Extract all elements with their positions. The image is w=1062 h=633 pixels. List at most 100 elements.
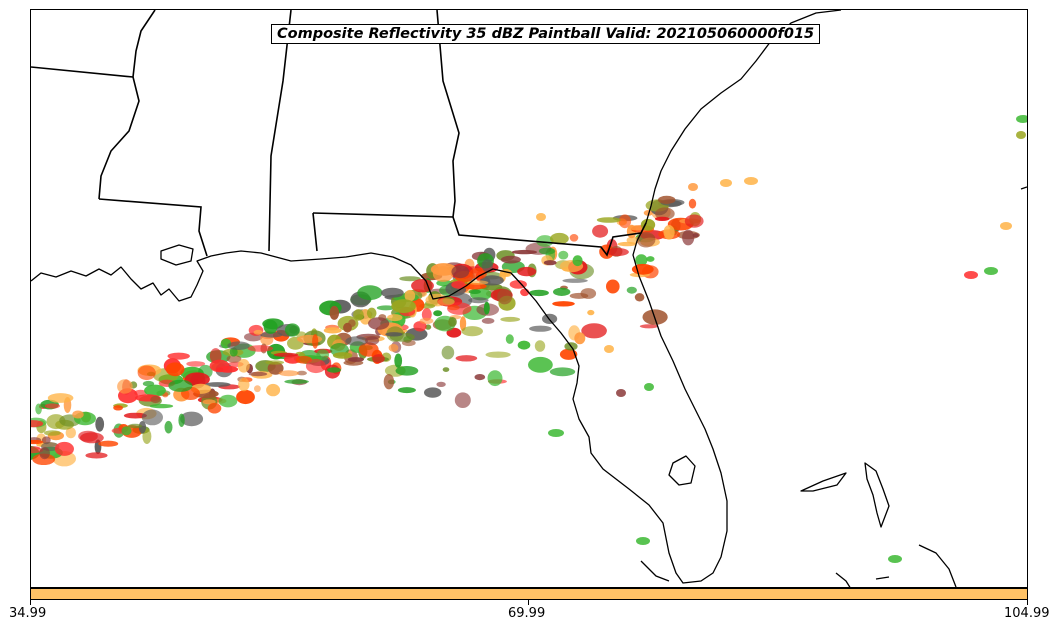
reflectivity-blob: [357, 285, 383, 301]
reflectivity-blob: [441, 345, 455, 360]
reflectivity-blob: [236, 389, 255, 405]
reflectivity-blob: [634, 293, 645, 302]
reflectivity-blob: [984, 267, 998, 275]
reflectivity-blob: [312, 334, 319, 349]
reflectivity-blob: [720, 179, 732, 187]
reflectivity-blob: [684, 214, 704, 228]
reflectivity-blob: [265, 360, 285, 365]
reflectivity-blob: [1016, 131, 1026, 139]
reflectivity-blob: [419, 317, 434, 325]
reflectivity-blob: [432, 266, 454, 282]
reflectivity-blob: [421, 308, 432, 321]
reflectivity-blob: [327, 367, 341, 373]
reflectivity-blob: [487, 370, 503, 387]
reflectivity-blob: [226, 355, 242, 363]
reflectivity-blob: [383, 374, 395, 390]
reflectivity-blob: [113, 405, 123, 411]
reflectivity-blob: [635, 254, 648, 266]
reflectivity-blob: [631, 263, 654, 275]
reflectivity-blob: [455, 355, 478, 362]
reflectivity-blob: [343, 322, 352, 333]
colorbar: [30, 588, 1028, 600]
reflectivity-blob: [121, 426, 132, 436]
reflectivity-blob: [1000, 222, 1012, 230]
reflectivity-blob: [404, 289, 416, 302]
reflectivity-blob: [550, 232, 569, 245]
reflectivity-blob: [397, 387, 416, 394]
reflectivity-blob: [31, 439, 44, 445]
reflectivity-blob: [461, 326, 484, 337]
reflectivity-blob: [500, 316, 521, 322]
reflectivity-blob: [538, 247, 556, 255]
reflectivity-blob: [688, 183, 698, 191]
reflectivity-blob: [481, 317, 495, 324]
reflectivity-blob: [44, 403, 61, 409]
reflectivity-blob: [388, 344, 399, 352]
reflectivity-blob: [474, 374, 486, 381]
reflectivity-blob: [237, 359, 250, 373]
reflectivity-blob: [558, 250, 569, 260]
colorbar-tick-label-mid: 69.99: [508, 606, 546, 621]
coastline-map: [31, 10, 1027, 587]
reflectivity-blob: [451, 280, 466, 289]
reflectivity-blob: [284, 323, 300, 337]
reflectivity-blob: [164, 420, 173, 434]
reflectivity-blob: [207, 402, 222, 414]
reflectivity-blob: [559, 348, 578, 360]
reflectivity-blob: [391, 299, 416, 313]
reflectivity-blob: [528, 356, 553, 373]
reflectivity-blob: [65, 427, 77, 439]
reflectivity-blob: [548, 429, 564, 437]
reflectivity-blob: [562, 278, 588, 283]
reflectivity-blob: [657, 195, 676, 204]
reflectivity-blob: [639, 324, 659, 329]
reflectivity-blob: [605, 248, 629, 256]
reflectivity-blob: [296, 334, 323, 344]
reflectivity-blob: [376, 305, 395, 311]
reflectivity-blob: [238, 377, 250, 392]
state-border-lines: [31, 10, 647, 257]
reflectivity-blob: [138, 421, 147, 434]
reflectivity-blob: [447, 304, 460, 311]
reflectivity-blob: [142, 428, 152, 444]
reflectivity-blob: [253, 329, 263, 335]
reflectivity-blob: [646, 256, 655, 262]
colorbar-tick: [1027, 600, 1028, 605]
reflectivity-blob: [663, 225, 675, 240]
reflectivity-blob: [534, 340, 546, 352]
reflectivity-blob: [365, 336, 380, 345]
reflectivity-blob: [964, 271, 978, 279]
reflectivity-blob: [437, 298, 455, 306]
reflectivity-blob: [381, 287, 404, 298]
reflectivity-blob: [399, 276, 421, 282]
reflectivity-blob: [72, 410, 84, 419]
reflectivity-blob: [436, 381, 446, 387]
reflectivity-blob: [618, 214, 632, 229]
reflectivity-blob: [323, 327, 342, 334]
reflectivity-blob: [485, 351, 511, 358]
reflectivity-blob: [227, 341, 250, 351]
reflectivity-blob: [572, 255, 583, 267]
reflectivity-blob: [316, 349, 330, 361]
reflectivity-blob: [186, 361, 206, 367]
reflectivity-blob: [260, 331, 283, 338]
reflectivity-blob: [95, 416, 105, 432]
reflectivity-blob: [644, 383, 654, 391]
reflectivity-paintball-blobs: [31, 115, 1027, 563]
reflectivity-blob: [278, 370, 299, 377]
reflectivity-blob: [209, 359, 230, 373]
reflectivity-blob: [536, 213, 546, 221]
map-canvas: [31, 10, 1027, 587]
reflectivity-blob: [469, 267, 487, 280]
reflectivity-blob: [78, 430, 98, 442]
reflectivity-blob: [529, 289, 549, 297]
reflectivity-blob: [296, 370, 307, 376]
reflectivity-blob: [616, 389, 626, 397]
reflectivity-blob: [536, 235, 554, 247]
reflectivity-blob: [395, 366, 419, 376]
reflectivity-blob: [98, 440, 119, 447]
reflectivity-blob: [500, 255, 521, 264]
colorbar-tick-label-max: 104.99: [1004, 606, 1050, 621]
reflectivity-blob: [127, 423, 143, 429]
map-panel: Composite Reflectivity 35 dBZ Paintball …: [30, 9, 1028, 588]
